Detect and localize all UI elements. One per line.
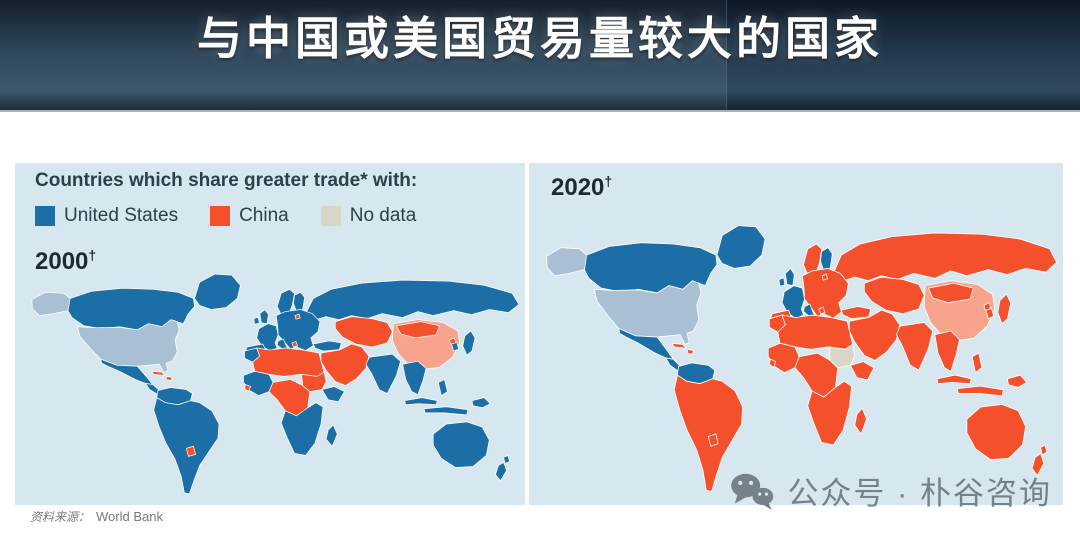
region-madagascar — [854, 407, 867, 435]
year-text: 2020 — [551, 174, 605, 201]
region-newzealand — [495, 455, 511, 482]
region-papua — [1007, 374, 1028, 388]
region-southamerica — [153, 397, 220, 495]
trade-map-chart: Countries which share greater trade* wit… — [15, 163, 1063, 505]
region-northafrica — [777, 314, 853, 350]
legend-label-nodata: No data — [349, 205, 417, 226]
legend-label-china: China — [239, 205, 289, 226]
region-greenland — [716, 225, 766, 269]
legend-item-us: United States — [35, 205, 178, 227]
region-seasia — [934, 330, 960, 372]
legend-item-nodata: No data — [320, 205, 417, 227]
region-westafrica — [243, 370, 274, 396]
region-easteurope — [802, 268, 849, 319]
legend-label-us: United States — [64, 205, 179, 226]
region-centralasia — [863, 276, 925, 315]
region-guinea_coast — [244, 384, 251, 392]
region-westafrica — [767, 342, 800, 374]
region-guinea_coast — [768, 358, 777, 369]
region-india — [896, 321, 934, 371]
region-middleeast — [320, 343, 370, 386]
region-cuba — [151, 370, 166, 376]
source-name: World Bank — [96, 509, 163, 524]
region-newzealand — [1031, 444, 1048, 477]
region-centralasia — [334, 316, 393, 348]
legend-swatch-china — [210, 206, 231, 226]
world-map-2020 — [546, 225, 1057, 492]
world-map-2000 — [31, 273, 520, 495]
year-text: 2000 — [35, 248, 89, 275]
region-sudan — [301, 371, 327, 392]
legend-item-china: China — [210, 205, 289, 227]
wechat-icon — [731, 473, 774, 510]
region-middleeast — [849, 309, 900, 361]
source-prefix: 资料来源： — [30, 510, 91, 524]
dagger-mark: † — [604, 173, 613, 189]
region-southernafrica — [807, 380, 852, 446]
region-eastafrica — [321, 386, 345, 403]
region-alaska — [546, 247, 588, 277]
region-balkans_dot — [818, 306, 826, 315]
dagger-mark: † — [88, 247, 97, 263]
region-nkorea_dot — [449, 337, 456, 345]
region-australia — [432, 421, 490, 468]
wechat-watermark: 公众号 · 朴谷咨询 — [729, 468, 1052, 513]
year-label-2020: 2020† — [551, 173, 612, 202]
region-russia — [305, 279, 520, 321]
slide-header: 与中国或美国贸易量较大的国家 — [0, 0, 1080, 112]
legend-swatch-nodata — [320, 206, 341, 226]
region-australia — [966, 404, 1026, 461]
region-nkorea_dot — [983, 302, 991, 311]
region-paraguay — [186, 445, 196, 457]
map-panel-2020: 2020† — [529, 163, 1063, 505]
region-mongolia — [396, 321, 440, 339]
region-indonesia_east — [423, 406, 469, 416]
region-indonesia_west — [404, 397, 438, 406]
region-indonesia_west — [936, 374, 972, 385]
header-right-panel — [726, 0, 1080, 110]
region-india — [365, 353, 401, 394]
page-title: 与中国或美国贸易量较大的国家 — [196, 14, 883, 64]
region-northafrica — [252, 347, 325, 377]
region-southamerica — [673, 374, 743, 492]
region-philippines — [437, 379, 448, 396]
region-finland — [293, 291, 306, 312]
region-turkey — [312, 340, 342, 352]
region-mongolia — [928, 282, 974, 304]
source-note: 资料来源： World Bank — [30, 508, 163, 525]
region-turkey — [841, 306, 872, 320]
region-greenland — [194, 273, 241, 310]
legend-title: Countries which share greater trade* wit… — [35, 170, 418, 191]
region-cuba — [671, 342, 687, 349]
region-easteurope — [275, 309, 321, 351]
watermark-text: 公众号 · 朴谷咨询 — [787, 476, 1052, 511]
region-alaska — [31, 291, 71, 316]
region-uk_ireland — [253, 309, 269, 325]
region-hispaniola — [686, 348, 694, 355]
region-philippines — [971, 352, 983, 374]
year-label-2000: 2000† — [35, 247, 96, 276]
region-madagascar — [325, 424, 338, 447]
region-paraguay — [708, 433, 719, 447]
region-indonesia_east — [956, 385, 1004, 397]
region-southernafrica — [280, 402, 324, 456]
legend-swatch-us — [35, 206, 55, 226]
region-papua — [471, 397, 491, 409]
legend: United States China No data — [35, 205, 448, 227]
region-seasia — [402, 360, 427, 395]
region-finland — [820, 247, 833, 272]
region-baltics_dot — [294, 313, 301, 320]
region-japan — [997, 293, 1012, 325]
region-russia — [833, 232, 1057, 282]
region-eastafrica — [850, 361, 875, 381]
region-baltics_dot — [821, 273, 828, 281]
region-sudan — [828, 344, 856, 369]
map-panel-2000: Countries which share greater trade* wit… — [15, 163, 525, 505]
region-hispaniola — [165, 376, 173, 381]
region-japan — [462, 330, 476, 356]
region-uk_ireland — [778, 268, 795, 287]
region-balkans_dot — [291, 341, 298, 348]
